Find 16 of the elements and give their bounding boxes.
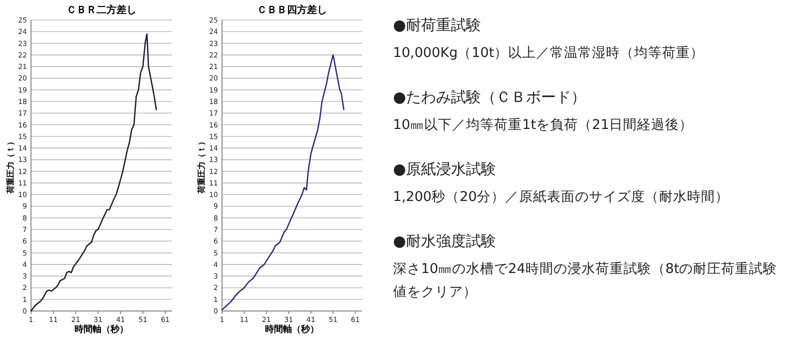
text: 深さ10㎜の水槽で24時間の浸水荷重試験（8tの耐圧荷重試験値をクリア）	[393, 261, 778, 300]
y-axis-title: 荷重圧力（ｔ）	[197, 138, 206, 194]
chart-title: ＣＢＢ四方差し	[257, 4, 327, 16]
text: 10㎜以下／均等荷重1tを負荷（21日間経過後）	[393, 117, 694, 133]
text: ●原紙浸水試験	[393, 160, 496, 178]
text: 10,000Kg（10t）以上／常温常湿時（均等荷重）	[393, 45, 704, 61]
x-axis-title: 時間軸（秒）	[265, 324, 319, 335]
y-axis-title: 荷重圧力（ｔ）	[6, 138, 15, 194]
chart-title: ＣＢＲ二方差し	[66, 4, 136, 16]
text: ●たわみ試験（ＣＢボード）	[393, 88, 586, 106]
line-series	[30, 33, 157, 312]
line-series	[221, 54, 344, 310]
x-axis-title: 時間軸（秒）	[74, 324, 128, 335]
text: 1,200秒（20分）／原紙表面のサイズ度（耐水時間）	[393, 189, 729, 205]
text: ●耐水強度試験	[393, 232, 496, 250]
text: ●耐荷重試験	[393, 16, 482, 34]
